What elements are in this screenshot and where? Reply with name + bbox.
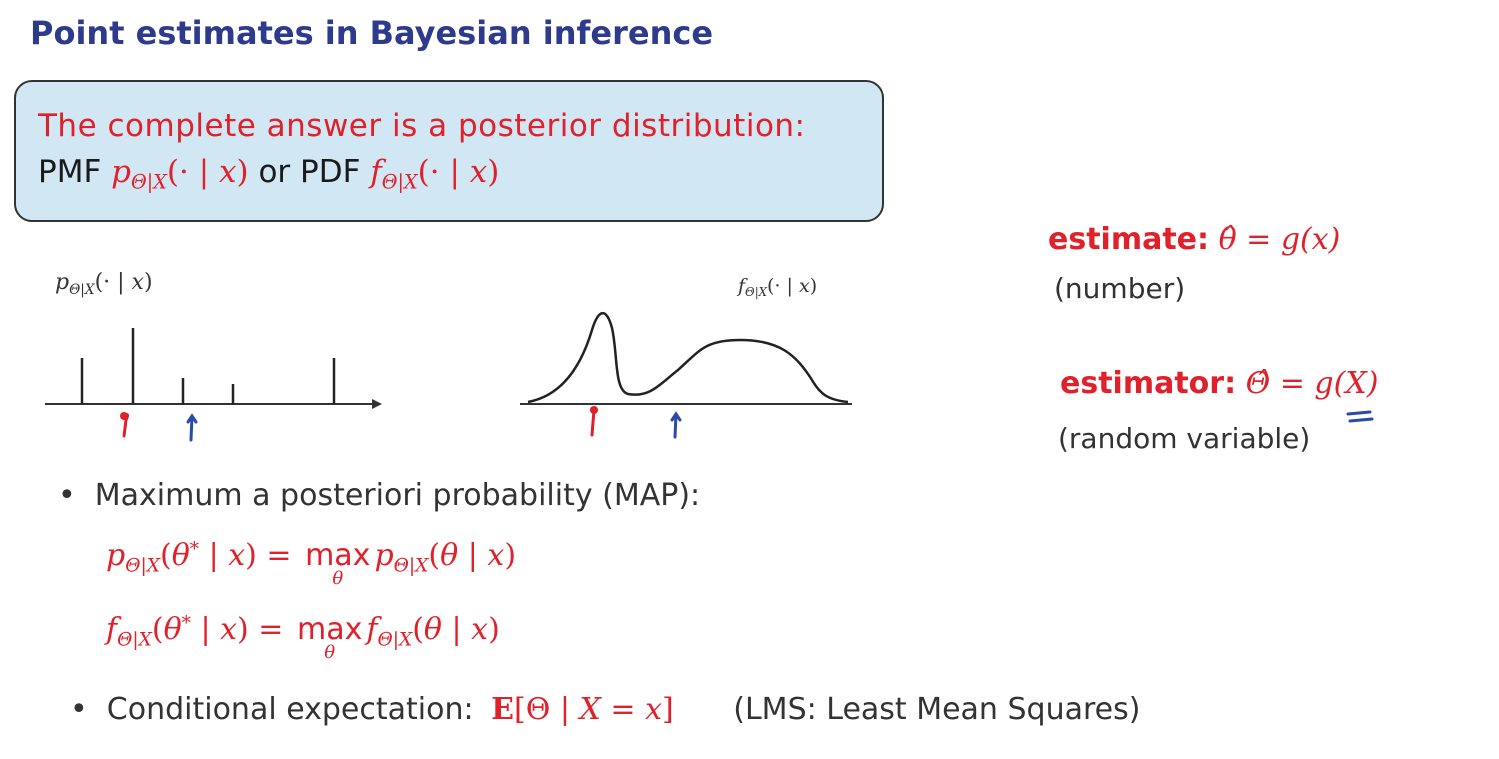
pmf-axis-arrowhead [372, 399, 382, 409]
mean-marker-blue [670, 411, 682, 439]
posterior-callout-box [14, 80, 884, 222]
estimate-note: (number) [1054, 272, 1186, 305]
estimate-line: estimate: θ̂ = g(x) [1048, 222, 1340, 257]
estimate-keyword: estimate: [1048, 222, 1210, 257]
map-pdf-equation: fΘ|X(θ* | x) = max θ fΘ|X(θ | x) [106, 612, 500, 663]
mean-marker-blue [186, 413, 198, 442]
estimator-formula: Θ̂ = g(X) [1245, 366, 1379, 401]
map-pmf-equation: pΘ|X(θ* | x) = max θ pΘ|X(θ | x) [106, 538, 517, 589]
or-pdf-word: or PDF [258, 154, 361, 190]
pmf-plot-label: pΘ|X(· | x) [55, 270, 153, 298]
map-marker-red [590, 408, 596, 437]
estimator-note: (random variable) [1058, 422, 1311, 455]
pmf-expression: pΘ|X(· | x) [111, 154, 249, 194]
pdf-curve [527, 312, 849, 404]
bullet-map: • Maximum a posteriori probability (MAP)… [58, 478, 700, 513]
pdf-expression: fΘ|X(· | x) [370, 154, 500, 194]
estimate-formula: θ̂ = g(x) [1218, 222, 1341, 257]
map-marker-dot [120, 412, 128, 420]
estimator-line: estimator: Θ̂ = g(X) [1060, 366, 1378, 401]
lms-note: (LMS: Least Mean Squares) [733, 692, 1141, 727]
estimator-keyword: estimator: [1060, 366, 1237, 401]
pdf-plot-label: fΘ|X(· | x) [738, 275, 818, 300]
callout-line-2: PMF pΘ|X(· | x) or PDF fΘ|X(· | x) [38, 154, 499, 194]
double-underline-annotation [1346, 410, 1374, 423]
pmf-word: PMF [38, 154, 102, 190]
bullet-map-text: Maximum a posteriori probability (MAP): [94, 478, 701, 513]
slide-title: Point estimates in Bayesian inference [30, 14, 714, 52]
cond-expectation-formula: E[Θ | X = x] [491, 692, 674, 727]
bullet-dot: • [58, 478, 95, 513]
pdf-plot [520, 312, 852, 439]
bullet-cond-text: Conditional expectation: [106, 692, 474, 727]
map-marker-dot [590, 406, 598, 414]
pmf-plot [45, 328, 382, 442]
bullet-dot: • [70, 692, 107, 727]
bullet-conditional: • Conditional expectation: E[Θ | X = x] … [70, 692, 1140, 727]
callout-line-1: The complete answer is a posterior distr… [38, 108, 806, 144]
